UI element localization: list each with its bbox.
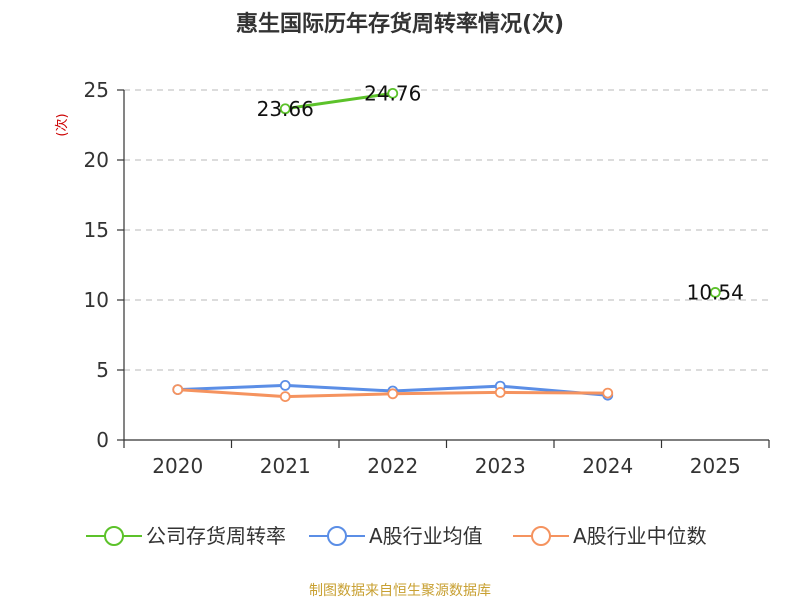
data-label-2022: 24.76 [364, 81, 421, 105]
data-point-2-2024 [602, 387, 614, 399]
legend: 公司存货周转率 A股行业均值 A股行业中位数 [86, 524, 707, 548]
series-layer [172, 87, 721, 403]
y-tick-label-25: 25 [84, 78, 109, 102]
y-tick-label-10: 10 [84, 288, 109, 312]
data-point-1-2021 [279, 379, 291, 391]
legend-marker-0 [104, 526, 124, 546]
data-label-2021: 23.66 [257, 97, 314, 121]
data-point-2-2023 [494, 386, 506, 398]
series-2 [172, 384, 614, 403]
legend-item-0: 公司存货周转率 [86, 524, 286, 548]
data-label-2025: 10.54 [687, 280, 744, 304]
gridlines [124, 89, 769, 371]
series-0 [279, 87, 721, 298]
x-tick-label-2020: 2020 [152, 454, 203, 478]
source-note: 制图数据来自恒生聚源数据库 [309, 583, 491, 599]
x-tick-label-2024: 2024 [582, 454, 633, 478]
data-point-0-2022 [387, 87, 399, 99]
data-point-2-2022 [387, 388, 399, 400]
x-tick-label-2023: 2023 [475, 454, 526, 478]
legend-label-2: A股行业中位数 [573, 524, 707, 548]
data-labels: 23.66 24.76 10.54 [257, 81, 744, 304]
legend-item-1: A股行业均值 [309, 524, 483, 548]
x-tick-label-2021: 2021 [260, 454, 311, 478]
chart-title: 惠生国际历年存货周转率情况(次) [236, 11, 564, 37]
y-axis-unit-label: (次) [54, 113, 70, 136]
legend-item-2: A股行业中位数 [513, 524, 707, 548]
legend-marker-2 [531, 526, 551, 546]
data-point-2-2021 [279, 391, 291, 403]
y-tick-label-5: 5 [96, 358, 109, 382]
x-tick-label-2022: 2022 [367, 454, 418, 478]
x-tick-label-2025: 2025 [690, 454, 741, 478]
legend-marker-1 [327, 526, 347, 546]
series-line-0 [285, 91, 393, 111]
legend-label-0: 公司存货周转率 [146, 524, 286, 548]
y-tick-label-20: 20 [84, 148, 109, 172]
data-point-0-2021 [279, 103, 291, 115]
y-tick-label-0: 0 [96, 428, 109, 452]
data-point-2-2020 [172, 384, 184, 396]
data-point-0-2025 [709, 287, 721, 298]
legend-label-1: A股行业均值 [369, 524, 483, 548]
y-tick-label-15: 15 [84, 218, 109, 242]
